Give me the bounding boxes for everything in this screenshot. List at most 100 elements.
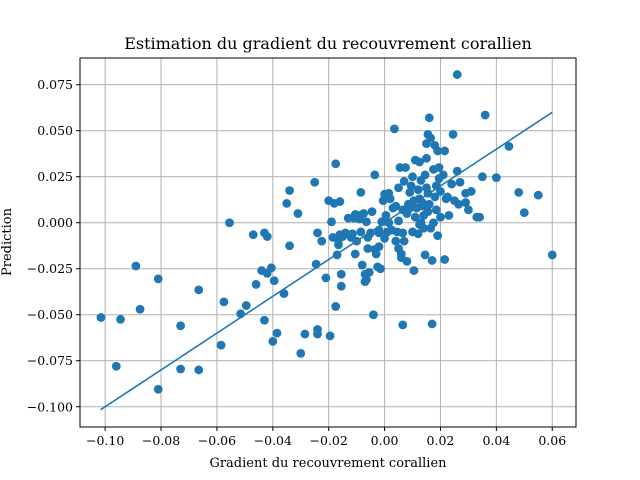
data-point: [409, 266, 419, 275]
data-point: [96, 313, 106, 322]
data-point: [285, 241, 294, 251]
data-point: [399, 176, 409, 186]
data-point: [111, 361, 121, 371]
data-point: [370, 170, 380, 180]
data-point: [359, 209, 369, 218]
data-point: [251, 279, 261, 289]
data-point: [491, 173, 501, 183]
data-point: [514, 187, 524, 197]
data-point: [461, 198, 471, 207]
data-point: [389, 124, 399, 134]
x-tick-label: −0.10: [86, 433, 124, 448]
data-point: [423, 188, 433, 198]
data-point: [427, 319, 437, 329]
data-point: [313, 228, 322, 238]
x-tick-label: −0.02: [310, 433, 348, 448]
data-point: [313, 329, 322, 339]
data-point: [402, 256, 412, 266]
data-point: [236, 309, 246, 319]
data-point: [391, 236, 401, 246]
data-point: [356, 227, 366, 237]
data-point: [335, 197, 345, 206]
data-point: [433, 231, 443, 240]
x-tick-label: 0.00: [371, 433, 399, 448]
data-point: [429, 218, 438, 228]
data-point: [135, 304, 145, 314]
data-point: [504, 141, 514, 151]
data-point: [293, 209, 303, 218]
data-point: [448, 129, 458, 139]
y-tick-label: −0.100: [27, 399, 73, 414]
data-point: [455, 177, 465, 187]
data-point: [285, 186, 294, 195]
data-point: [519, 208, 529, 217]
data-point: [454, 199, 464, 209]
x-axis-label: Gradient du recouvrement corallien: [209, 456, 447, 471]
data-point: [131, 261, 141, 271]
data-point: [398, 228, 408, 238]
data-point: [310, 177, 320, 187]
data-point: [272, 328, 282, 338]
data-point: [327, 217, 336, 227]
data-point: [480, 110, 490, 120]
fit-line-layer: [100, 111, 553, 411]
data-point: [332, 250, 342, 260]
data-point: [363, 244, 373, 253]
data-point: [366, 228, 376, 238]
data-point: [420, 170, 430, 180]
data-point: [194, 285, 204, 295]
data-point: [431, 205, 441, 215]
data-point: [362, 217, 371, 227]
data-point: [394, 183, 403, 193]
data-point: [268, 337, 278, 346]
scatter-points: [96, 70, 557, 394]
data-point: [381, 210, 391, 220]
y-tick-label: 0.050: [37, 123, 73, 138]
data-point: [436, 187, 445, 196]
data-point: [423, 207, 433, 217]
data-point: [241, 301, 251, 310]
data-point: [225, 218, 234, 228]
data-point: [377, 217, 387, 227]
x-tick-label: −0.06: [198, 433, 236, 448]
data-point: [405, 203, 415, 213]
data-point: [420, 250, 430, 260]
data-point: [317, 236, 327, 246]
data-point: [356, 187, 366, 197]
data-point: [424, 199, 434, 209]
data-point: [176, 321, 185, 331]
data-point: [391, 201, 401, 211]
data-point: [296, 348, 306, 358]
data-point: [427, 256, 437, 265]
data-point: [438, 170, 448, 180]
data-point: [219, 297, 229, 307]
data-point: [375, 264, 385, 274]
data-point: [547, 250, 557, 260]
data-point: [426, 133, 436, 143]
data-point: [311, 259, 321, 269]
data-point: [336, 269, 346, 279]
data-point: [440, 146, 450, 156]
data-point: [374, 242, 384, 252]
y-axis-ticks: −0.100 −0.075 −0.050 −0.025 0.000 0.025 0.050 0…: [27, 77, 80, 414]
data-point: [477, 172, 487, 182]
data-point: [262, 232, 272, 241]
data-point: [466, 187, 476, 196]
y-tick-label: −0.025: [27, 261, 73, 276]
data-point: [348, 229, 357, 239]
data-point: [367, 207, 377, 217]
data-point: [408, 172, 417, 182]
data-point: [153, 384, 163, 394]
grid: [80, 58, 576, 427]
y-tick-label: 0.075: [37, 77, 73, 92]
x-tick-label: 0.06: [538, 433, 566, 448]
y-tick-label: 0.025: [37, 169, 73, 184]
data-point: [362, 275, 371, 285]
data-point: [410, 212, 420, 222]
data-point: [440, 255, 450, 264]
data-point: [216, 340, 226, 350]
data-point: [394, 216, 403, 226]
x-axis-ticks: −0.10 −0.08 −0.06 −0.04 −0.02 0.00 0.02 0.04 0.0…: [86, 427, 566, 448]
data-point: [475, 212, 484, 222]
data-point: [350, 249, 360, 259]
